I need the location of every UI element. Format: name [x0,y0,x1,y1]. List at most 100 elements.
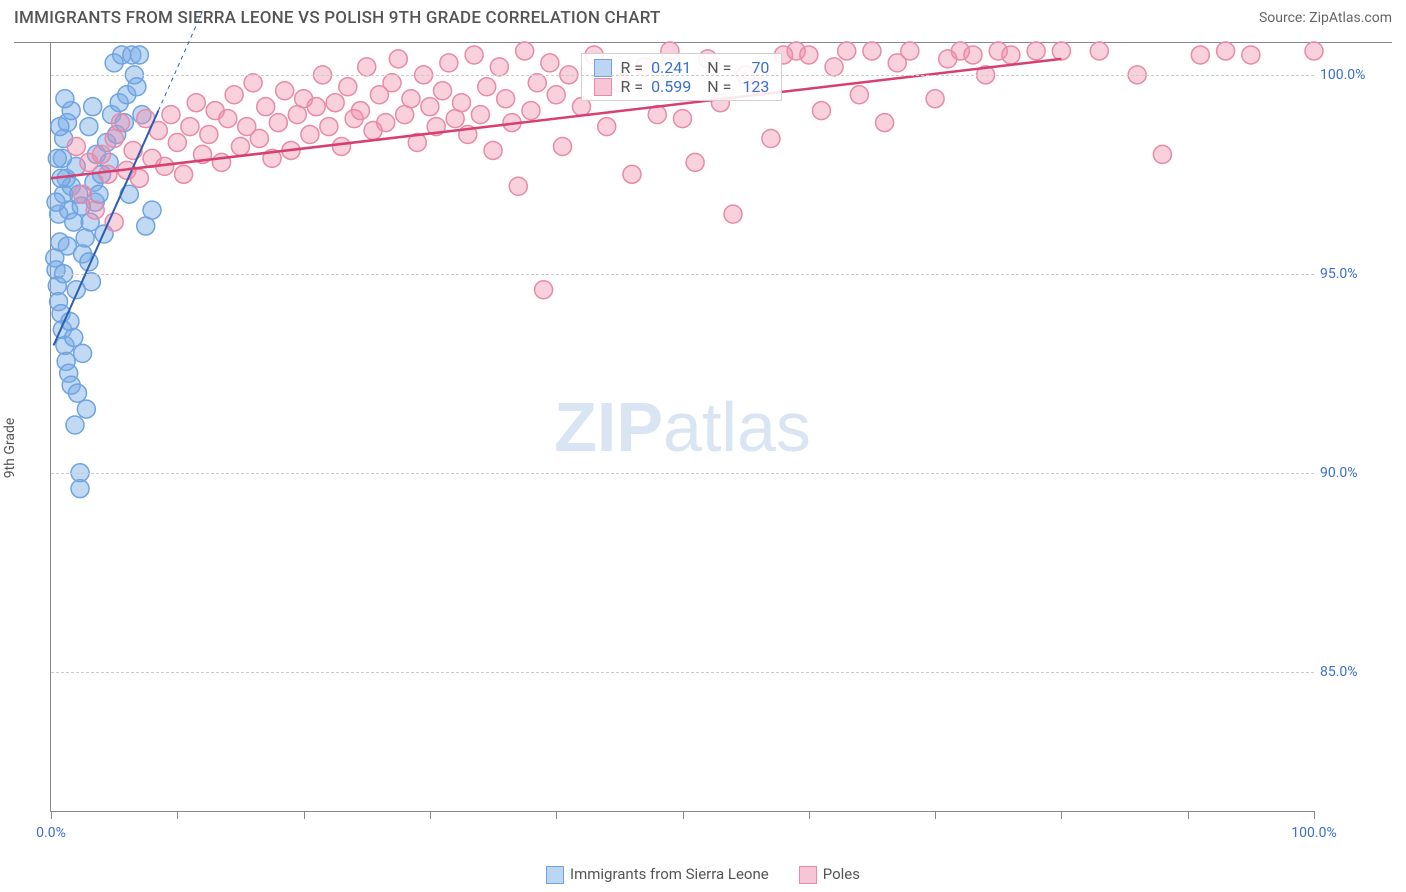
data-point [1191,46,1209,64]
data-point [320,118,338,136]
data-point [1027,42,1045,60]
data-point [377,114,395,132]
data-point [598,118,616,136]
data-point [351,102,369,120]
plot-area: ZIPatlas R =0.241N =70R =0.599N =123 85.… [50,43,1314,812]
data-point [547,86,565,104]
correlation-legend: R =0.241N =70R =0.599N =123 [581,53,782,101]
data-point [762,130,780,148]
xtick [177,811,178,819]
data-point [143,201,161,219]
data-point [421,98,439,116]
data-point [80,118,98,136]
legend-row: R = 0.599 N = 123 [594,77,769,96]
data-point [67,137,85,155]
data-point [99,165,117,183]
gridline-h [51,672,1314,673]
data-point [522,102,540,120]
legend-swatch [594,59,612,77]
data-point [93,145,111,163]
data-point [65,328,83,346]
data-point [276,82,294,100]
xtick-label: 0.0% [36,825,66,841]
gridline-h [51,75,1314,76]
xtick [935,811,936,819]
data-point [90,185,108,203]
data-point [528,74,546,92]
data-point [269,114,287,132]
data-point [111,114,129,132]
data-point [48,149,66,167]
legend-item: Immigrants from Sierra Leone [546,865,769,884]
data-point [535,281,553,299]
data-point [250,130,268,148]
data-point [863,42,881,60]
data-point [168,133,186,151]
legend-r-label: R = [620,77,643,96]
y-axis-label: 9th Grade [2,417,18,478]
data-point [383,74,401,92]
data-point [800,46,818,64]
legend-item: Poles [799,865,860,884]
xtick [809,811,810,819]
regression-line [51,59,1061,178]
data-point [86,201,104,219]
data-point [674,110,692,128]
plot-svg [51,43,1314,811]
legend-n-value: 123 [739,77,769,96]
data-point [452,94,470,112]
legend-swatch [546,866,564,884]
data-point [623,165,641,183]
data-point [130,46,148,64]
data-point [471,106,489,124]
data-point [402,90,420,108]
xtick [556,811,557,819]
data-point [162,106,180,124]
data-point [51,118,69,136]
data-point [187,94,205,112]
data-point [219,110,237,128]
data-point [181,118,199,136]
xtick [683,811,684,819]
data-point [301,126,319,144]
data-point [516,42,534,60]
xtick [1061,811,1062,819]
data-point [47,193,65,211]
data-point [71,480,89,498]
data-point [1153,145,1171,163]
data-point [812,102,830,120]
data-point [825,58,843,76]
legend-n-label: N = [707,77,731,96]
data-point [244,74,262,92]
legend-r-value: 0.599 [651,77,691,96]
data-point [465,46,483,64]
data-point [509,177,527,195]
data-point [257,98,275,116]
data-point [213,153,231,171]
data-point [66,416,84,434]
ytick-label: 95.0% [1320,266,1358,282]
xtick [51,811,52,819]
data-point [74,344,92,362]
data-point [554,137,572,155]
data-point [130,169,148,187]
xtick [1188,811,1189,819]
data-point [1242,46,1260,64]
xtick-label: 100.0% [1291,825,1336,841]
legend-swatch [594,78,612,96]
data-point [434,82,452,100]
ytick-label: 85.0% [1320,664,1358,680]
data-point [497,90,515,108]
data-point [339,78,357,96]
data-point [440,54,458,72]
data-point [74,185,92,203]
chart-title: IMMIGRANTS FROM SIERRA LEONE VS POLISH 9… [14,8,661,28]
data-point [876,114,894,132]
legend-label: Poles [823,865,860,883]
data-point [389,50,407,68]
data-point [541,54,559,72]
data-point [175,165,193,183]
data-point [490,58,508,76]
ytick-label: 90.0% [1320,465,1358,481]
ytick-label: 100.0% [1320,67,1365,83]
